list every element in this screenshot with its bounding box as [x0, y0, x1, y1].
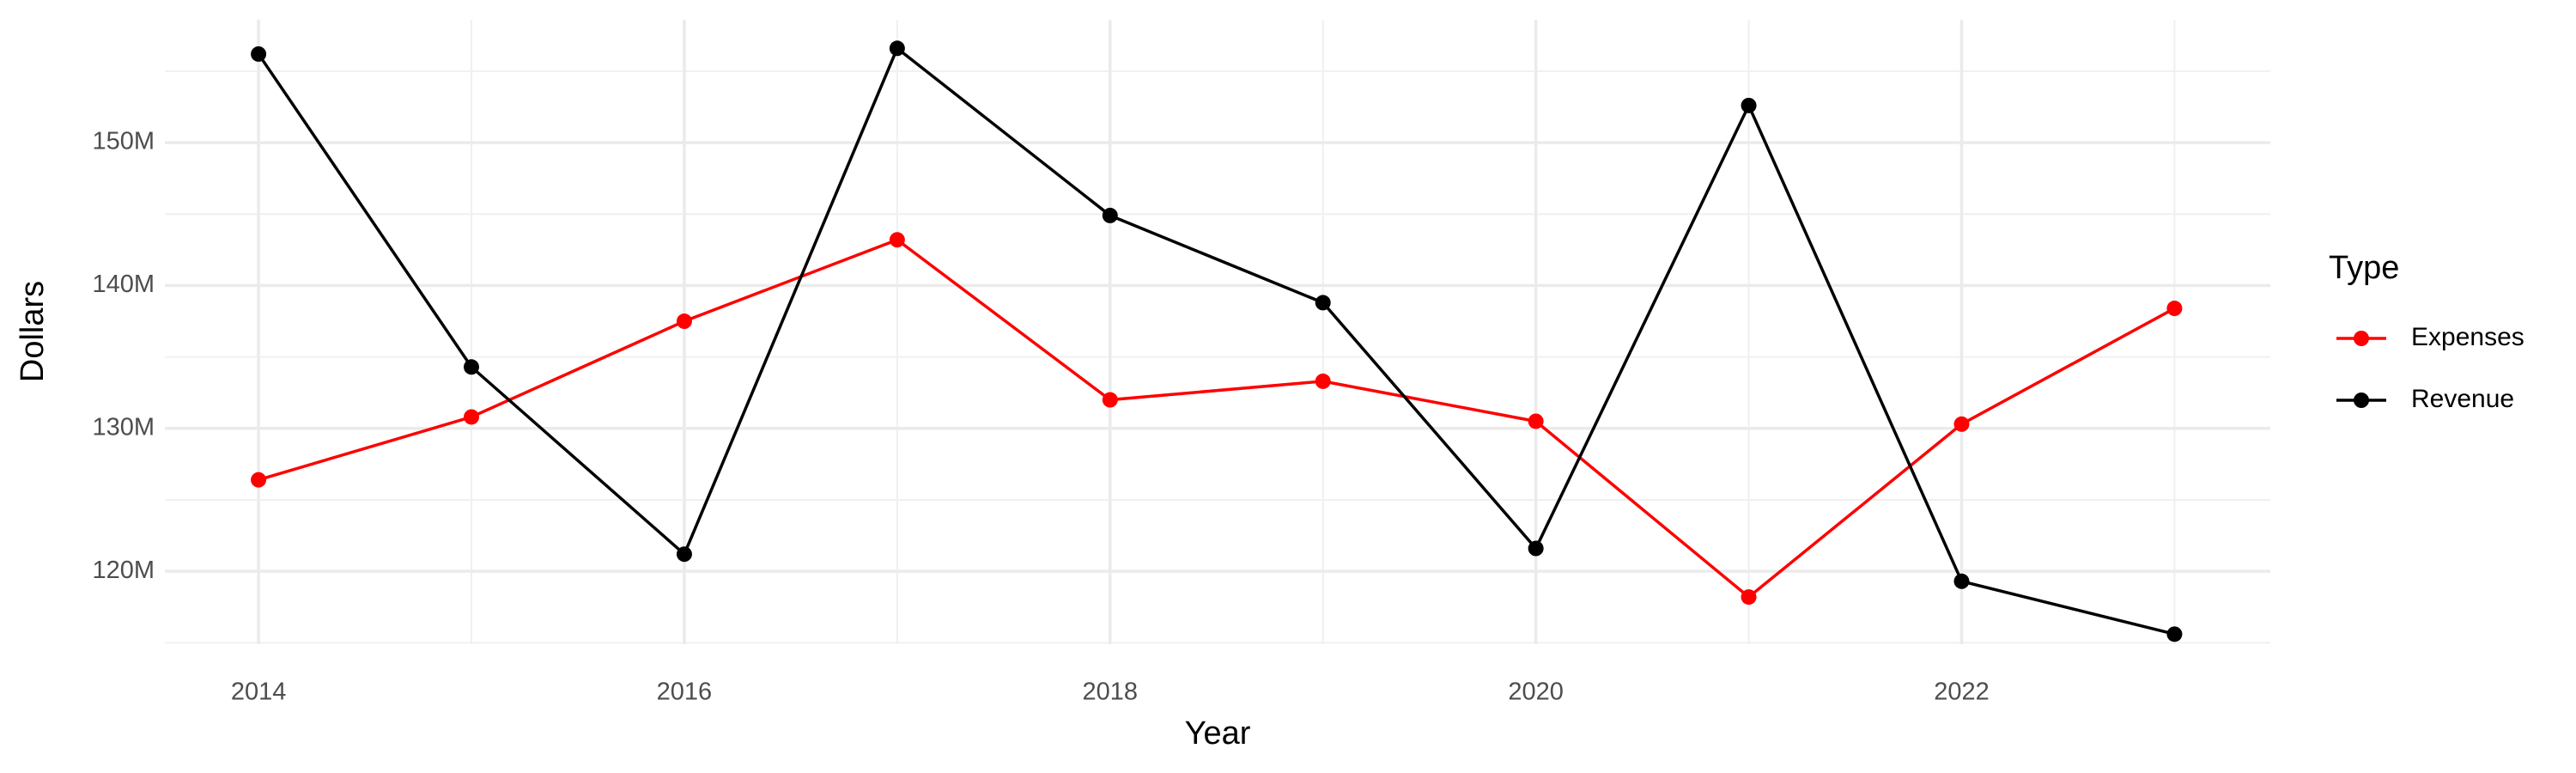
data-point	[464, 409, 480, 425]
data-point	[1102, 207, 1118, 223]
series-line	[257, 46, 2175, 636]
y-tick-label: 130M	[92, 413, 155, 441]
data-point	[1315, 373, 1331, 389]
data-point	[1102, 392, 1118, 408]
data-point	[889, 40, 905, 57]
x-tick-label: 2022	[1934, 679, 1990, 706]
x-axis-title: Year	[1185, 715, 1251, 752]
data-point	[251, 46, 267, 62]
legend-key-point	[2354, 331, 2369, 346]
data-point	[1741, 589, 1757, 606]
y-tick-label: 120M	[92, 557, 155, 584]
x-tick-label: 2020	[1508, 679, 1564, 706]
x-tick-label: 2016	[657, 679, 713, 706]
legend-label: Revenue	[2411, 385, 2514, 413]
data-point	[676, 546, 692, 563]
data-point	[1953, 416, 1970, 432]
data-point	[889, 232, 905, 248]
data-point	[464, 359, 480, 375]
data-point	[1741, 97, 1757, 113]
data-point	[1315, 295, 1331, 311]
data-point	[1528, 540, 1544, 557]
legend-label: Expenses	[2411, 323, 2524, 351]
y-tick-label: 150M	[92, 128, 155, 155]
data-point	[2166, 301, 2183, 317]
data-point	[1953, 573, 1970, 589]
data-point	[2166, 626, 2183, 642]
data-point	[676, 313, 692, 330]
series-line	[258, 238, 2176, 600]
data-point	[251, 472, 267, 488]
x-tick-label: 2018	[1083, 679, 1139, 706]
y-axis-title: Dollars	[15, 281, 51, 382]
x-tick-label: 2014	[231, 679, 287, 706]
legend-key-point	[2354, 393, 2369, 408]
data-point	[1528, 413, 1544, 429]
y-tick-label: 140M	[92, 271, 155, 298]
legend-title: Type	[2329, 250, 2399, 286]
